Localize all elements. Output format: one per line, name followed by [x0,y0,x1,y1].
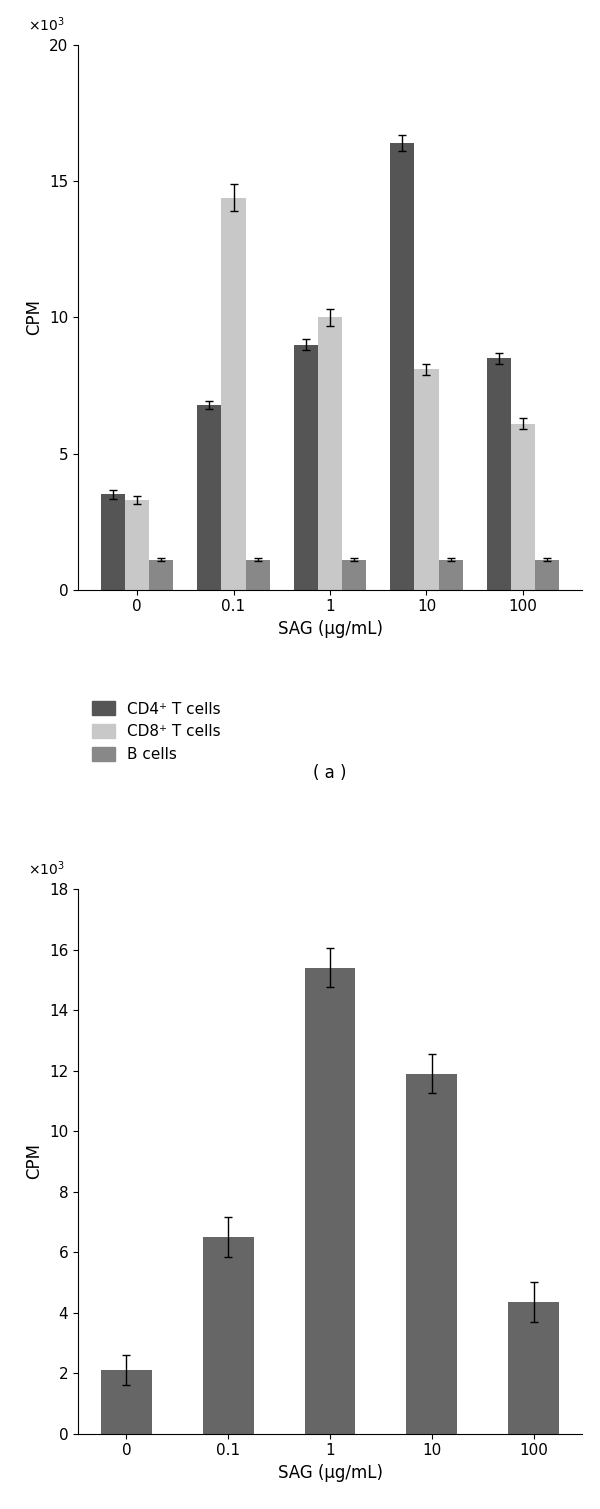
Legend: CD4⁺ T cells, CD8⁺ T cells, B cells: CD4⁺ T cells, CD8⁺ T cells, B cells [86,696,227,768]
Bar [203,1237,254,1434]
Bar [439,560,463,590]
Bar [149,560,173,590]
Bar [487,358,511,590]
Bar [511,424,535,590]
Bar [197,404,221,590]
Bar [294,344,318,590]
Bar [390,143,415,590]
Bar [221,198,245,590]
Bar [415,370,439,590]
Y-axis label: CPM: CPM [25,1144,43,1180]
Bar [535,560,559,590]
Bar [318,317,342,590]
Bar [406,1073,457,1434]
Bar [125,499,149,590]
Bar [101,495,125,590]
X-axis label: SAG (μg/mL): SAG (μg/mL) [277,620,383,638]
Bar [245,560,270,590]
Bar [342,560,366,590]
Text: ( a ): ( a ) [313,764,347,782]
Text: $\times10^3$: $\times10^3$ [28,15,64,35]
Bar [508,1302,559,1434]
Bar [305,967,355,1434]
Text: $\times10^3$: $\times10^3$ [28,860,64,878]
X-axis label: SAG (μg/mL): SAG (μg/mL) [277,1464,383,1482]
Bar [101,1370,152,1434]
Y-axis label: CPM: CPM [25,299,43,335]
